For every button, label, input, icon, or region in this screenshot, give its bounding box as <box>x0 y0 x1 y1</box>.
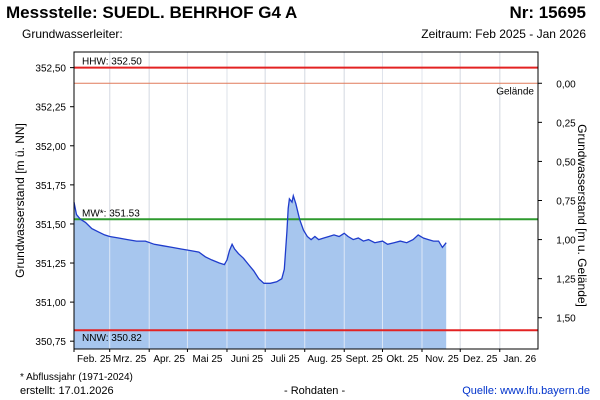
created-date: erstellt: 17.01.2026 <box>20 385 114 397</box>
x-tick-label: Juli 25 <box>271 354 300 365</box>
y-tick-label: 351,00 <box>35 298 66 309</box>
y-tick-label: 351,25 <box>35 259 66 270</box>
x-tick-label: Okt. 25 <box>386 354 419 365</box>
x-tick-label: Feb. 25 <box>77 354 111 365</box>
y-right-tick-label: 1,50 <box>556 314 576 325</box>
x-tick-label: Jan. 26 <box>503 354 536 365</box>
y-right-tick-label: 0,50 <box>556 157 576 168</box>
station-title: Messstelle: SUEDL. BEHRHOF G4 A <box>6 3 298 22</box>
x-tick-label: Sept. 25 <box>346 354 384 365</box>
y-tick-label: 351,50 <box>35 220 66 231</box>
ground-label: Gelände <box>496 86 534 97</box>
hhw-label: HHW: 352.50 <box>82 57 142 68</box>
rawdata-note: - Rohdaten - <box>284 385 346 397</box>
axis-layer: Feb. 25 Mrz. 25 Apr. 25 Mai 25 Juni 25 Juli 2… <box>13 64 589 365</box>
source-label: Quelle: <box>462 385 498 397</box>
y-right-tick-label: 1,00 <box>556 236 576 247</box>
y-axis-title: Grundwasserstand [m ü. NN] <box>13 123 27 278</box>
period-label: Zeitraum: Feb 2025 - Jan 2026 <box>421 27 586 41</box>
nnw-label: NNW: 350.82 <box>82 333 142 344</box>
source-credit: Quelle: www.lfu.bayern.de <box>462 385 590 397</box>
y-tick-label: 352,00 <box>35 142 66 153</box>
y-tick-label: 350,75 <box>35 337 66 348</box>
x-tick-label: Dez. 25 <box>463 354 498 365</box>
y-tick-label: 352,50 <box>35 64 66 75</box>
reference-lines: HHW: 352.50 Gelände MW*: 351.53 NNW: 350.82 <box>74 52 538 349</box>
x-tick-label: Apr. 25 <box>153 354 185 365</box>
footnote: * Abflussjahr (1971-2024) <box>20 372 133 383</box>
x-tick-label: Mai 25 <box>192 354 222 365</box>
x-tick-label: Juni 25 <box>231 354 264 365</box>
x-tick-label: Mrz. 25 <box>113 354 147 365</box>
water-level-line <box>73 193 447 284</box>
y-right-tick-label: 1,25 <box>556 275 576 286</box>
water-level-area <box>74 195 447 349</box>
source-link[interactable]: www.lfu.bayern.de <box>500 385 590 397</box>
y-right-tick-label: 0,25 <box>556 118 576 129</box>
x-tick-label: Aug. 25 <box>307 354 342 365</box>
y-right-tick-label: 0,00 <box>556 79 576 90</box>
mean-label: MW*: 351.53 <box>82 208 140 219</box>
station-number: Nr: 15695 <box>509 3 586 22</box>
aquifer-label: Grundwasserleiter: <box>22 27 123 41</box>
x-tick-label: Nov. 25 <box>425 354 459 365</box>
y-right-tick-label: 0,75 <box>556 197 576 208</box>
y-tick-label: 352,25 <box>35 103 66 114</box>
y-right-axis-title: Grundwasserstand [m u. Gelände] <box>575 124 589 307</box>
y-tick-label: 351,75 <box>35 181 66 192</box>
